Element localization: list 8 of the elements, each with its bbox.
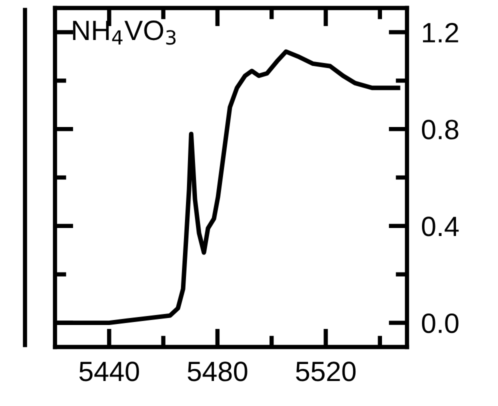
x-tick-label: 5440 (79, 362, 139, 382)
y-tick-label: 0.0 (422, 313, 458, 334)
x-tick-label: 5520 (296, 362, 356, 382)
x-tick-label: 5480 (188, 362, 248, 382)
annotation: NH$_{4}$VO$_{3}$ (73, 20, 176, 45)
y-tick-label: 0.4 (422, 216, 459, 236)
y-tick-label: 0.8 (422, 120, 458, 140)
y-tick-label: 1.2 (423, 22, 458, 42)
